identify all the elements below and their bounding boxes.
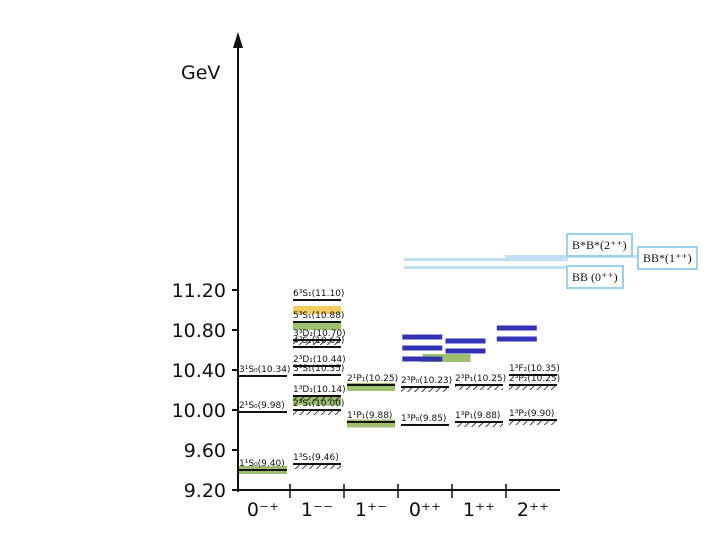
threshold-level-left [402,345,443,351]
state-width-hatch [293,340,341,345]
state-label: 1³D₁(10.14) [293,385,346,395]
state-label: 3³D₁(10.70) [293,329,346,339]
state-label: 2³S₁(10.00) [293,399,344,409]
column-label: 1⁺⁺ [463,499,495,521]
highlight-band [293,322,341,330]
column-label: 1⁺⁻ [355,499,387,521]
state-label: 1³S₁(9.46) [293,453,339,463]
highlight-band [347,419,395,428]
y-tick-label: 9.60 [184,440,226,462]
state-width-hatch [293,464,341,469]
y-tick-label: 10.80 [172,320,226,342]
state-label: 2³P₁(10.25) [455,374,506,384]
state-label: 6³S₁(11.10) [293,289,344,299]
state-label: 2¹S₀(9.98) [239,401,285,411]
y-axis-unit: GeV [181,62,220,84]
state-width-hatch [509,420,557,425]
state-width-hatch [455,385,503,390]
y-tick-label: 10.40 [172,360,226,382]
b-b-connector [404,266,568,269]
state-label: 1³F₂(10.35) [509,364,560,374]
highlight-band [422,354,471,362]
bstar-bstar-label: B*B*(2⁺⁺) [566,233,633,257]
threshold-level-mid [445,338,486,344]
state-label: 1¹S₀(9.40) [239,459,285,469]
state-label: 2¹P₁(10.25) [347,374,398,384]
column-label: 0⁺⁺ [409,499,441,521]
y-axis-arrow-icon [233,32,243,48]
state-width-hatch [509,385,557,390]
state-label: 5³S₁(10.88) [293,311,344,321]
column-label: 1⁻⁻ [301,499,333,521]
state-label: 1³P₀(9.85) [401,414,446,424]
state-label: 2³P₂(10.25) [509,374,560,384]
state-label: 1¹P₁(9.88) [347,411,392,421]
state-label: 3³S₁(10.35) [293,364,344,374]
threshold-level-left [402,356,443,362]
bstar-bstar-connector [404,258,568,261]
highlight-band [293,306,341,314]
state-label: 2³P₀(10.23) [401,376,452,386]
state-label: 3¹S₀(10.34) [239,365,290,375]
threshold-level-right [496,325,537,331]
b-bstar-label: BB*(1⁺⁺) [637,246,698,270]
y-tick-label: 9.20 [184,480,226,502]
state-label: 1³P₂(9.90) [509,409,554,419]
y-tick-label: 10.00 [172,400,226,422]
threshold-level-left [402,334,443,340]
state-label: 4³S₁(10.63) [293,336,344,346]
threshold-level-right [496,336,537,342]
state-width-hatch [401,387,449,392]
column-label: 2⁺⁺ [517,499,549,521]
state-width-hatch [293,410,341,415]
state-width-hatch [455,422,503,427]
b-b-label: BB (0⁺⁺) [566,265,624,289]
column-label: 0⁻⁺ [247,499,279,521]
threshold-level-mid [445,348,486,354]
highlight-band [347,383,395,391]
y-tick-label: 11.20 [172,280,226,302]
state-label: 2³D₁(10.44) [293,355,346,365]
state-width-hatch [293,396,341,401]
state-label: 1³P₁(9.88) [455,411,500,421]
